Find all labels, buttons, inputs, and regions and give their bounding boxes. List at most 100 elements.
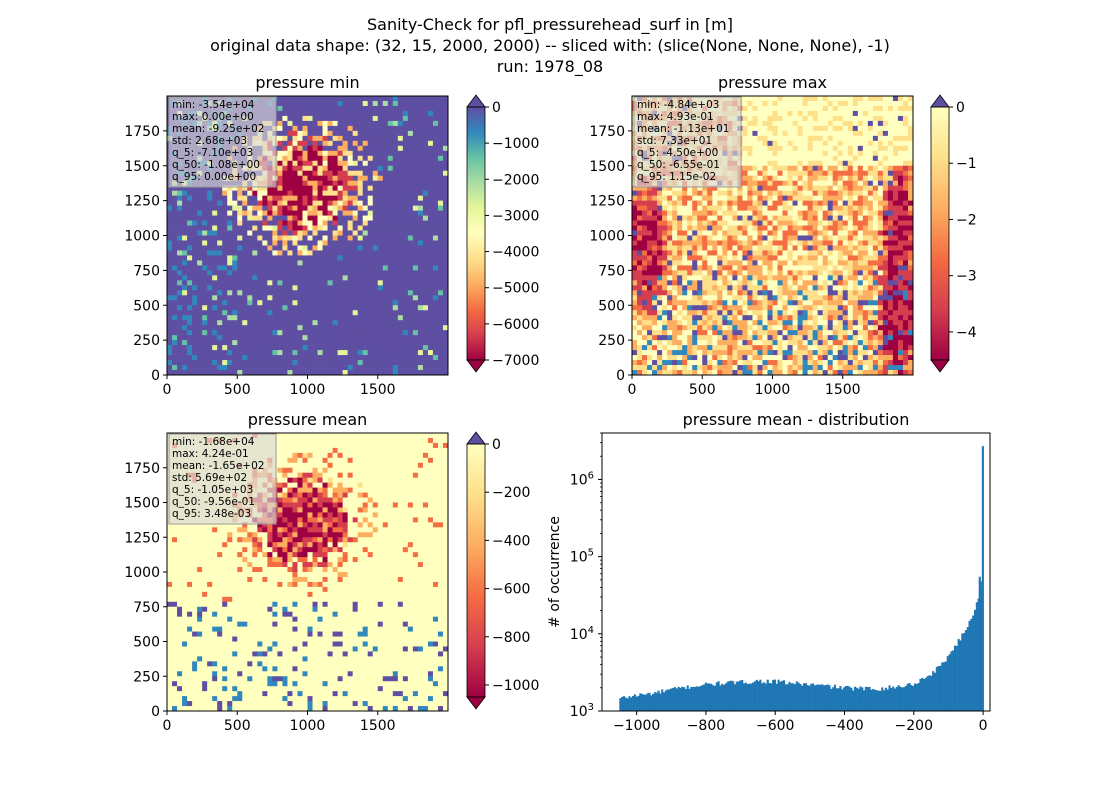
heatmap-cell [712,240,718,246]
heatmap-cell [347,140,354,147]
heatmap-cell [287,320,293,326]
heatmap-cell [367,260,374,266]
heatmap-cell [182,220,188,226]
heatmap-cell [222,290,228,296]
heatmap-cell [772,150,778,157]
heatmap-cell [362,110,369,117]
heatmap-cell [312,270,318,276]
heatmap-cell [312,235,318,241]
heatmap-cell [357,280,364,286]
heatmap-cell [367,255,374,261]
heatmap-cell [777,205,783,211]
heatmap-cell [847,250,854,256]
heatmap-cell [877,125,884,132]
heatmap-cell [322,315,328,321]
heatmap-cell [362,315,369,321]
heatmap-cell [857,185,864,192]
heatmap-cell [677,200,683,207]
heatmap-cell [907,175,914,182]
heatmap-cell [847,195,854,202]
heatmap-cell [217,310,223,316]
heatmap-cell [427,345,434,351]
heatmap-cell [857,220,864,226]
heatmap-cell [317,230,323,236]
heatmap-cell [812,125,819,132]
heatmap-cell [882,245,889,251]
heatmap-cell [347,96,354,102]
heatmap-cell [287,255,293,261]
heatmap-cell [782,150,788,157]
heatmap-cell [852,145,859,152]
heatmap-cell [437,355,444,361]
heatmap-cell [437,250,444,256]
heatmap-cell [872,190,879,197]
heatmap-cell [172,355,178,361]
heatmap-cell [762,100,768,107]
heatmap-cell [357,165,364,172]
heatmap-cell [257,235,263,241]
heatmap-cell [767,240,773,246]
heatmap-cell [877,195,884,202]
heatmap-cell [422,160,429,167]
heatmap-cell [227,190,233,197]
heatmap-cell [192,315,198,321]
heatmap-cell [262,260,268,266]
heatmap-cell [437,235,444,241]
heatmap-cell [872,225,879,231]
heatmap-cell [677,210,683,216]
heatmap-cell [847,160,854,167]
heatmap-cell [192,230,198,236]
heatmap-cell [752,140,758,147]
heatmap-cell [237,190,243,197]
heatmap-cell [212,195,218,202]
heatmap-cell [332,340,339,346]
heatmap-cell [657,235,663,241]
heatmap-cell [762,210,768,216]
heatmap-cell [277,370,283,376]
heatmap-cell [812,180,819,187]
heatmap-cell [702,240,708,246]
heatmap-cell [762,245,768,251]
heatmap-cell [902,150,909,157]
heatmap-cell [672,190,678,197]
heatmap-cell [327,185,333,192]
heatmap-cell [307,160,313,167]
heatmap-cell [907,170,914,177]
heatmap-cell [342,225,349,231]
heatmap-cell [892,180,899,187]
heatmap-cell [652,230,658,236]
heatmap-cell [277,300,283,306]
heatmap-cell [322,285,328,291]
heatmap-cell [262,265,268,271]
heatmap-cell [342,265,349,271]
heatmap-cell [222,310,228,316]
heatmap-cell [727,225,733,231]
heatmap-cell [807,120,814,127]
heatmap-cell [402,350,409,356]
heatmap-cell [767,105,773,112]
heatmap-cell [437,350,444,356]
heatmap-cell [212,305,218,311]
heatmap-cell [297,275,303,281]
heatmap-cell [397,150,404,157]
heatmap-cell [842,200,849,207]
heatmap-cell [182,290,188,296]
heatmap-cell [322,345,328,351]
heatmap-cell [417,320,424,326]
heatmap-cell [807,245,814,251]
heatmap-cell [317,340,323,346]
heatmap-cell [332,235,339,241]
heatmap-cell [212,330,218,336]
heatmap-cell [227,305,233,311]
heatmap-cell [772,110,778,117]
heatmap-cell [347,235,354,241]
heatmap-cell [212,270,218,276]
heatmap-cell [842,160,849,167]
heatmap-cell [242,315,248,321]
heatmap-cell [352,190,359,197]
heatmap-cell [767,220,773,226]
heatmap-cell [407,160,414,167]
heatmap-cell [182,320,188,326]
heatmap-cell [757,250,763,256]
heatmap-cell [207,370,213,376]
